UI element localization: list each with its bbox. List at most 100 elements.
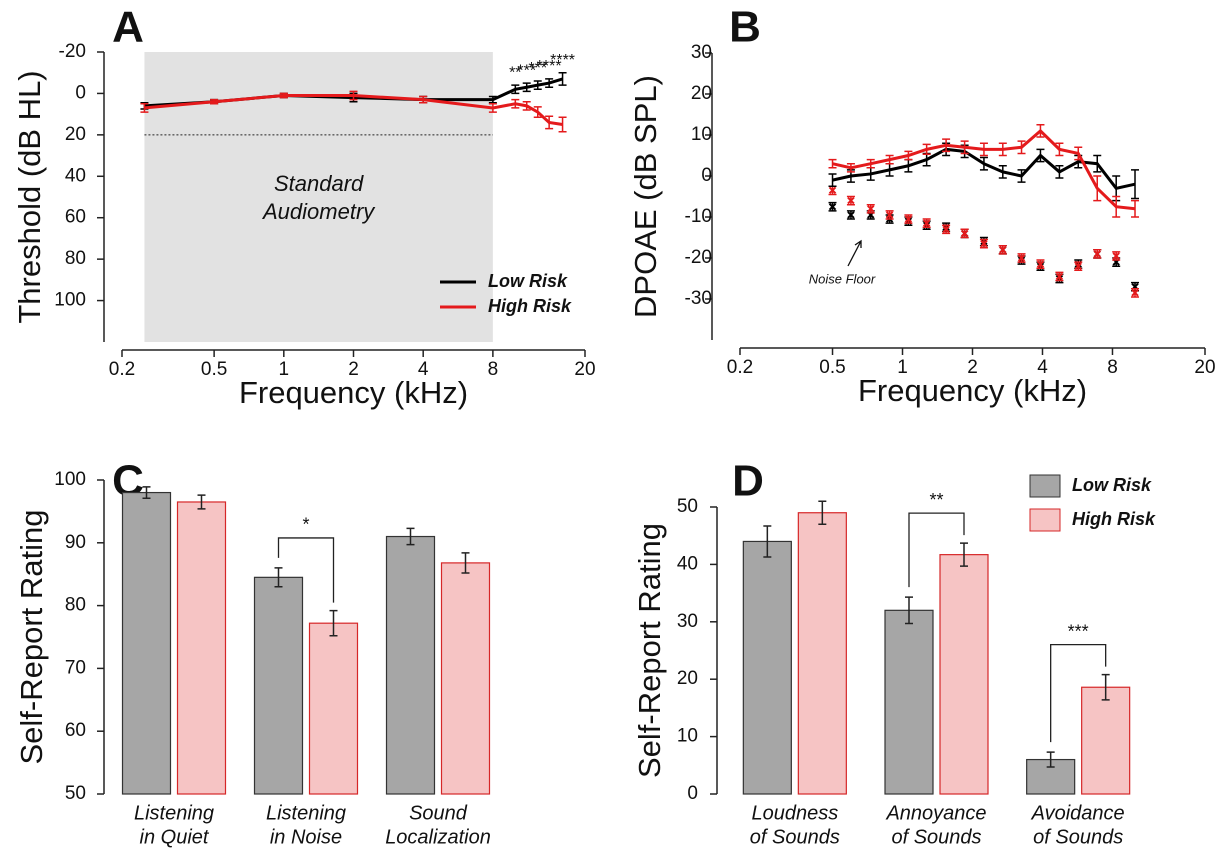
x-tick-label: of Sounds xyxy=(1033,826,1123,848)
y-tick-label: 30 xyxy=(691,42,712,63)
x-tick-label: 20 xyxy=(574,359,595,380)
error-bar xyxy=(406,527,415,546)
bar xyxy=(939,554,989,795)
noise-floor-point xyxy=(1036,260,1045,268)
noise-floor-point xyxy=(922,219,931,227)
y-tick-label: 10 xyxy=(677,726,698,747)
noise-floor-point xyxy=(942,225,950,234)
legend-swatch xyxy=(1029,474,1061,498)
bar xyxy=(176,501,227,795)
x-tick-label: 20 xyxy=(1194,357,1215,378)
bar xyxy=(797,512,847,795)
error-bar xyxy=(142,486,151,499)
y-tick-label: 20 xyxy=(65,124,86,145)
x-tick-label: Avoidance xyxy=(1031,802,1125,824)
noise-floor-point xyxy=(828,186,837,195)
significance-label: **** xyxy=(537,58,562,75)
annotation: Noise Floor xyxy=(809,271,876,286)
significance-label: **** xyxy=(550,52,575,69)
y-tick-label: -30 xyxy=(685,288,712,309)
x-tick-label: Localization xyxy=(385,826,491,848)
error-bar xyxy=(1046,751,1055,768)
noise-floor-point xyxy=(999,246,1007,254)
y-tick-label: 80 xyxy=(65,248,86,269)
x-tick-label: in Quiet xyxy=(140,826,210,848)
y-tick-label: 0 xyxy=(687,783,698,804)
x-tick-label: 0.2 xyxy=(109,359,135,380)
y-axis-label: Self-Report Rating xyxy=(14,509,49,764)
error-bar xyxy=(329,609,338,637)
noise-floor-point xyxy=(904,215,913,223)
x-tick-label: Listening xyxy=(134,802,214,824)
bar xyxy=(1081,686,1131,795)
noise-floor-point xyxy=(960,229,969,238)
legend-label: High Risk xyxy=(488,296,572,316)
error-bar xyxy=(274,567,283,588)
y-axis-label: Self-Report Rating xyxy=(632,523,667,778)
y-tick-label: 70 xyxy=(65,657,86,678)
significance-label: *** xyxy=(528,60,547,77)
error-bar xyxy=(828,173,837,187)
panel-label: B xyxy=(729,3,761,52)
y-tick-label: 60 xyxy=(65,207,86,228)
error-bar xyxy=(1101,673,1110,701)
x-tick-label: 2 xyxy=(967,357,978,378)
x-tick-label: 1 xyxy=(279,359,290,380)
y-tick-label: -20 xyxy=(685,247,712,268)
noise-floor-point xyxy=(885,211,894,219)
line xyxy=(144,94,563,126)
y-axis-label: Threshold (dB HL) xyxy=(12,70,47,323)
noise-floor-point xyxy=(1074,262,1082,270)
y-tick-label: 60 xyxy=(65,720,86,741)
noise-floor-point xyxy=(980,239,988,248)
significance-label: ** xyxy=(929,490,943,510)
noise-floor-point xyxy=(1017,254,1026,262)
x-tick-label: 0.5 xyxy=(819,357,845,378)
x-tick-label: Sound xyxy=(409,802,468,824)
x-axis-label: Frequency (kHz) xyxy=(239,375,468,410)
bar xyxy=(884,609,934,795)
significance-bracket xyxy=(1050,643,1107,743)
noise-floor-point xyxy=(1131,289,1139,297)
y-tick-label: 0 xyxy=(701,165,712,186)
y-tick-label: 40 xyxy=(65,165,86,186)
error-bar xyxy=(905,596,913,625)
error-bar xyxy=(197,494,206,510)
significance-bracket xyxy=(277,537,335,603)
legend-label: Low Risk xyxy=(488,271,568,291)
bar xyxy=(742,540,792,795)
legend-swatch xyxy=(1029,508,1061,532)
panel-label: A xyxy=(112,3,144,52)
y-tick-label: -10 xyxy=(685,206,712,227)
error-bar xyxy=(960,542,968,567)
significance-label: *** xyxy=(517,62,536,79)
y-tick-label: 0 xyxy=(75,82,86,103)
significance-label: * xyxy=(302,515,309,535)
legend-label: High Risk xyxy=(1072,509,1156,529)
noise-floor-point xyxy=(1112,252,1120,260)
y-tick-label: 100 xyxy=(54,290,86,311)
error-bar xyxy=(763,525,772,558)
bar xyxy=(121,491,172,795)
legend-label: Low Risk xyxy=(1072,475,1152,495)
noise-floor-point xyxy=(847,211,855,219)
y-tick-label: 40 xyxy=(677,553,698,574)
x-tick-label: 8 xyxy=(1107,357,1118,378)
x-tick-label: 8 xyxy=(488,359,499,380)
shaded-label: Audiometry xyxy=(261,199,376,224)
y-tick-label: 20 xyxy=(691,83,712,104)
y-tick-label: 10 xyxy=(691,124,712,145)
error-bar xyxy=(461,552,470,574)
bar xyxy=(385,535,436,795)
noise-floor-point xyxy=(1093,250,1101,258)
x-tick-label: Annoyance xyxy=(885,802,986,824)
noise-floor-point xyxy=(1055,272,1064,281)
shaded-label: Standard xyxy=(274,171,364,196)
x-tick-label: 4 xyxy=(1037,357,1048,378)
x-tick-label: of Sounds xyxy=(891,826,981,848)
x-tick-label: 2 xyxy=(348,359,359,380)
annotation-arrow xyxy=(847,239,862,267)
y-tick-label: 80 xyxy=(65,595,86,616)
x-tick-label: Loudness xyxy=(751,802,838,824)
